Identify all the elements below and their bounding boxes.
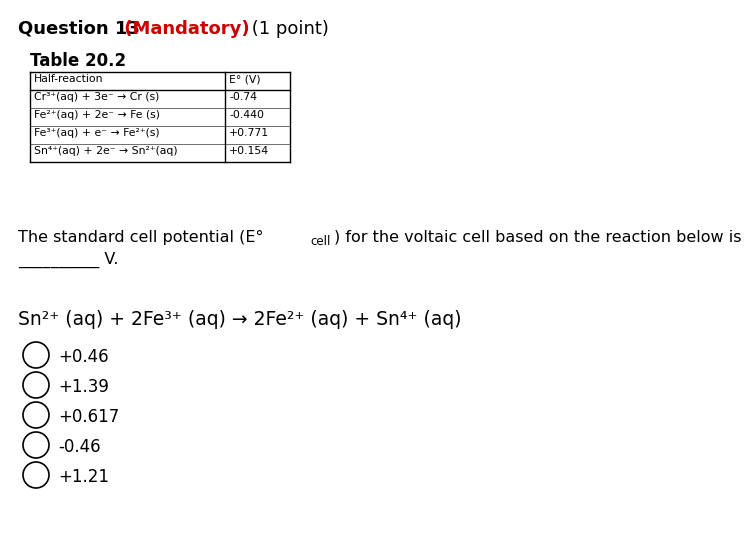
Text: ) for the voltaic cell based on the reaction below is: ) for the voltaic cell based on the reac…	[334, 230, 741, 245]
Text: +1.39: +1.39	[58, 378, 109, 396]
Text: Sn²⁺ (aq) + 2Fe³⁺ (aq) → 2Fe²⁺ (aq) + Sn⁴⁺ (aq): Sn²⁺ (aq) + 2Fe³⁺ (aq) → 2Fe²⁺ (aq) + Sn…	[18, 310, 462, 329]
Text: -0.440: -0.440	[229, 110, 264, 120]
Text: (Mandatory): (Mandatory)	[118, 20, 250, 38]
Text: Fe²⁺(aq) + 2e⁻ → Fe (s): Fe²⁺(aq) + 2e⁻ → Fe (s)	[34, 110, 160, 120]
Text: Sn⁴⁺(aq) + 2e⁻ → Sn²⁺(aq): Sn⁴⁺(aq) + 2e⁻ → Sn²⁺(aq)	[34, 146, 177, 156]
Text: The standard cell potential (E°: The standard cell potential (E°	[18, 230, 263, 245]
Text: -0.46: -0.46	[58, 438, 101, 456]
Text: Table 20.2: Table 20.2	[30, 52, 126, 70]
Text: +0.154: +0.154	[229, 146, 269, 156]
Text: (1 point): (1 point)	[246, 20, 329, 38]
Text: cell: cell	[310, 235, 331, 248]
Text: E° (V): E° (V)	[229, 74, 260, 84]
Text: Half-reaction: Half-reaction	[34, 74, 103, 84]
Text: +0.46: +0.46	[58, 348, 108, 366]
Text: +1.21: +1.21	[58, 468, 109, 486]
Text: +0.771: +0.771	[229, 128, 269, 138]
Text: +0.617: +0.617	[58, 408, 119, 426]
Text: Cr³⁺(aq) + 3e⁻ → Cr (s): Cr³⁺(aq) + 3e⁻ → Cr (s)	[34, 92, 159, 102]
Text: Question 13: Question 13	[18, 20, 140, 38]
Text: Fe³⁺(aq) + e⁻ → Fe²⁺(s): Fe³⁺(aq) + e⁻ → Fe²⁺(s)	[34, 128, 159, 138]
Text: -0.74: -0.74	[229, 92, 257, 102]
Text: __________ V.: __________ V.	[18, 252, 118, 268]
